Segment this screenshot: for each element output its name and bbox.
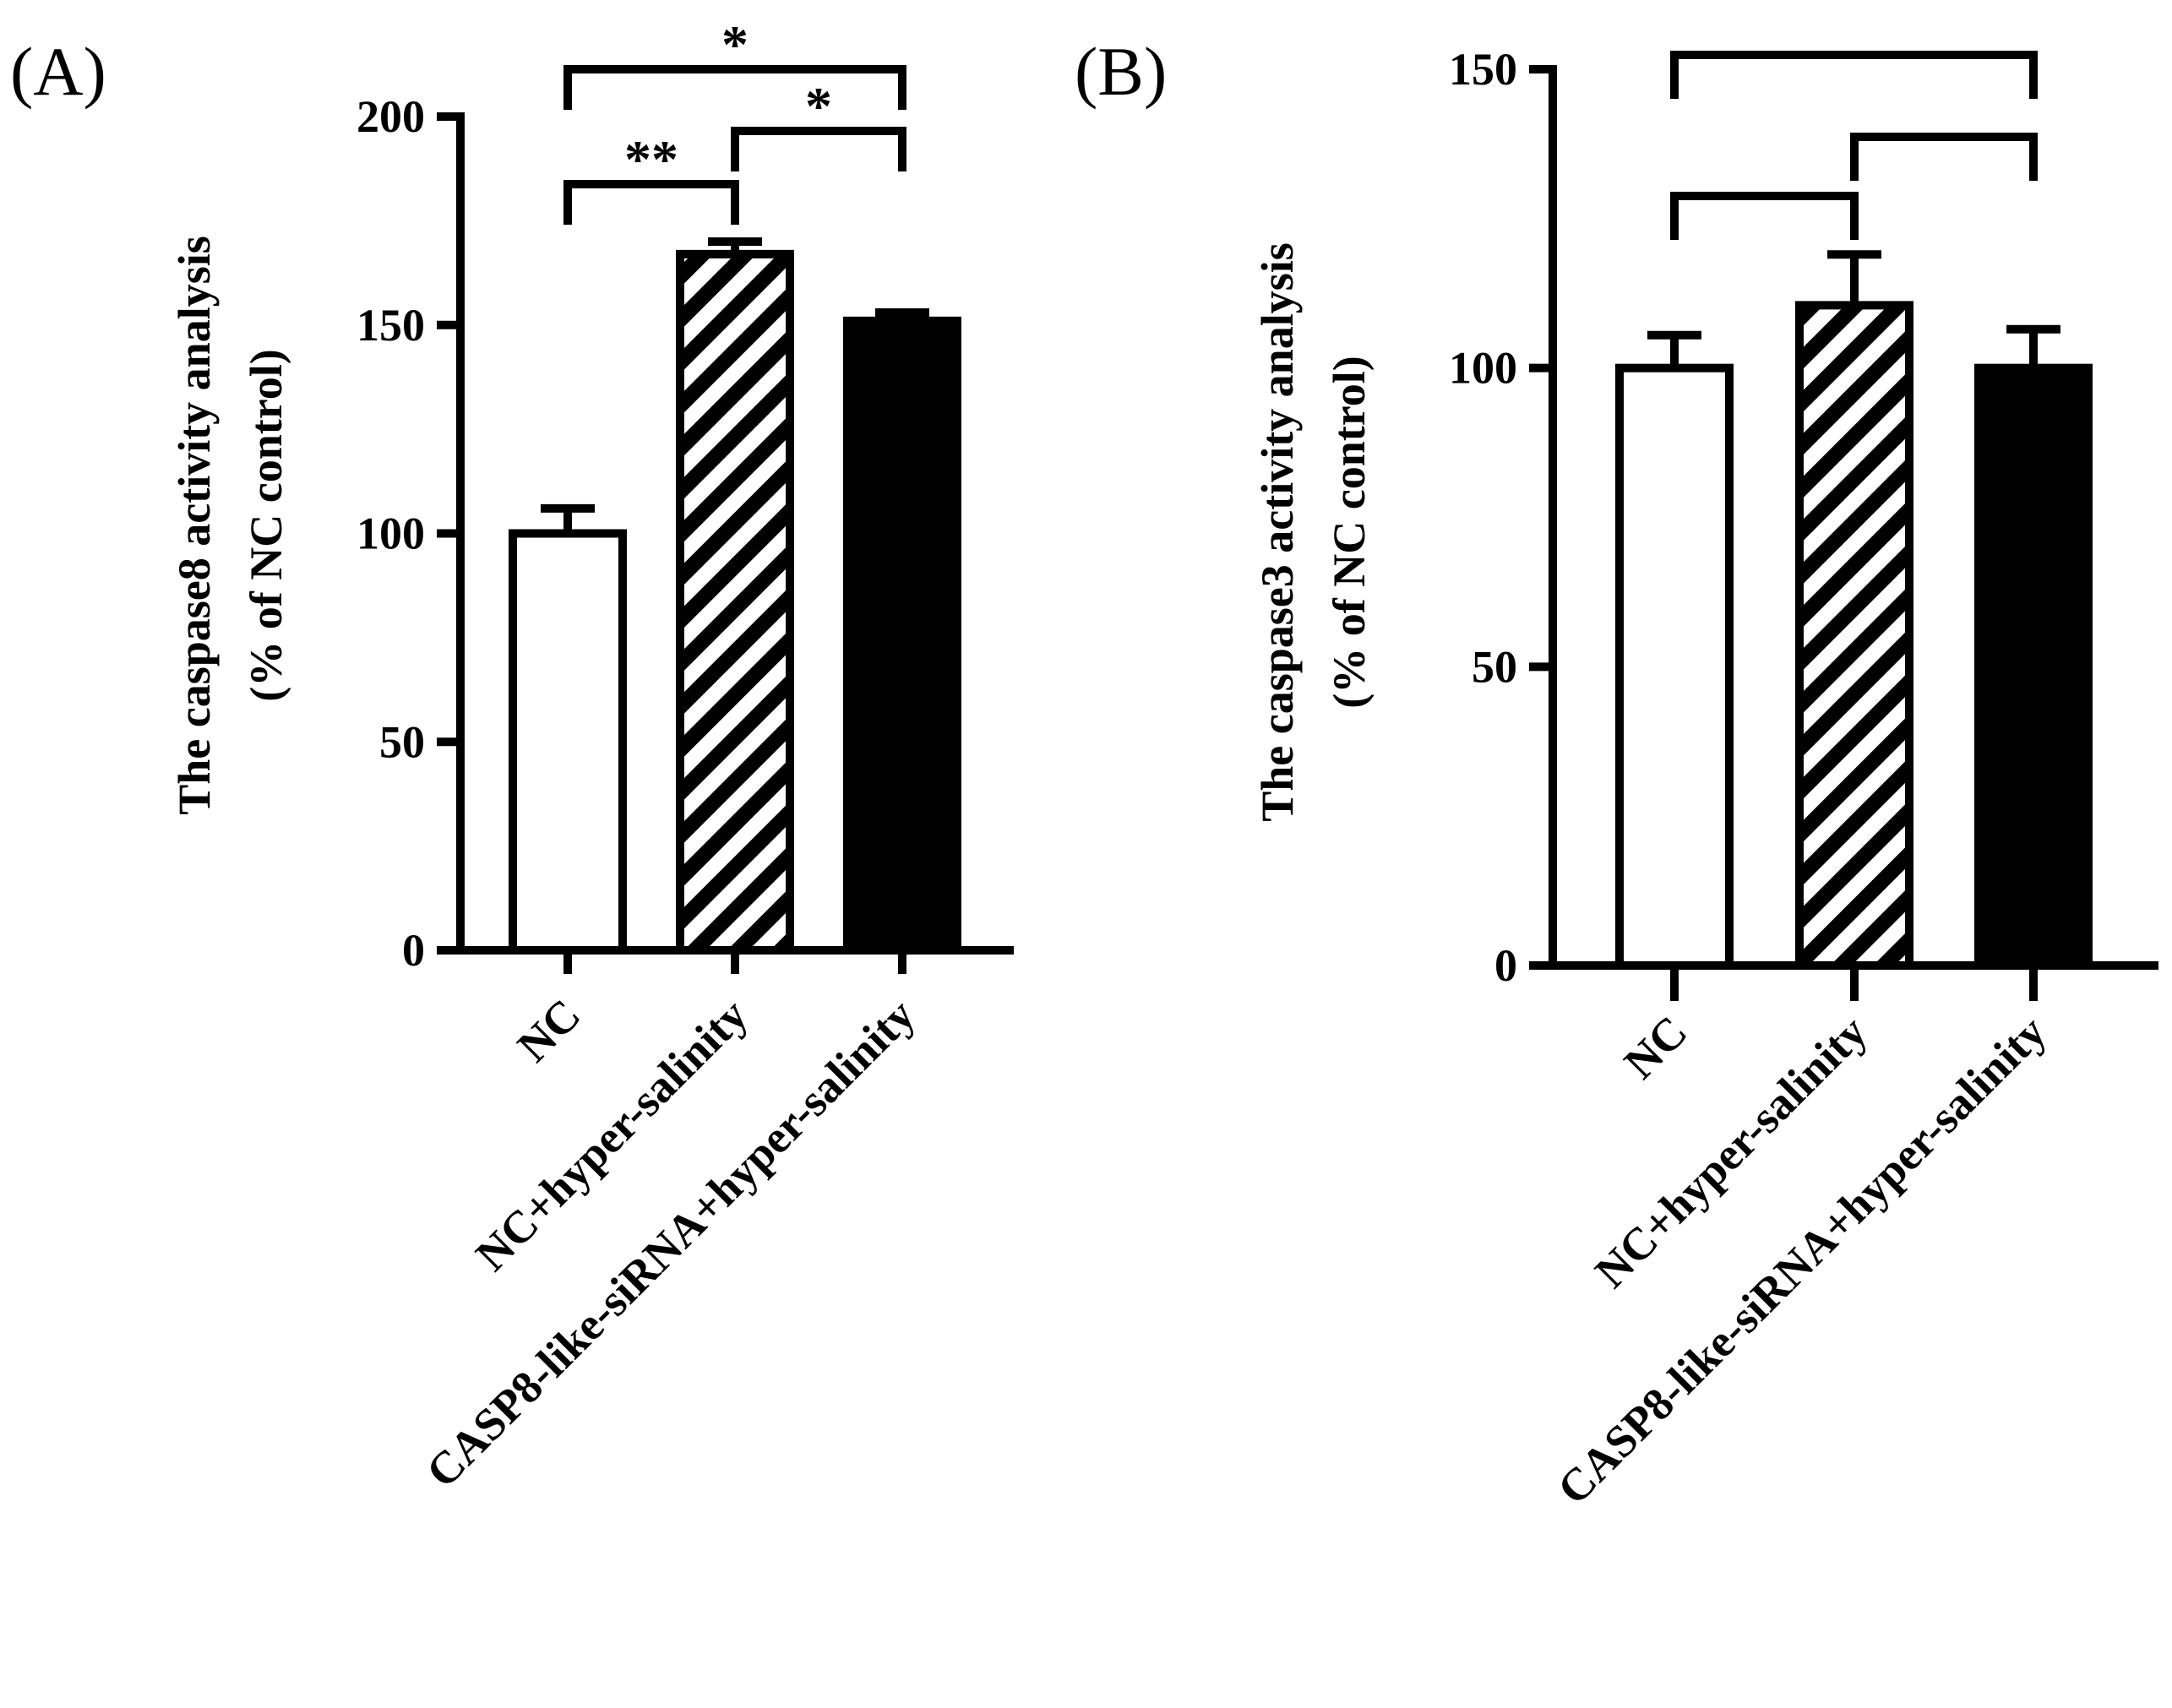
y-axis-title-line2: (% of NC control) xyxy=(241,349,291,701)
significance-bracket-1 xyxy=(563,180,739,225)
y-axis-title-line1: The caspase3 activity analysis xyxy=(1252,242,1303,822)
significance-bracket-3 xyxy=(1670,51,2038,99)
y-tick-label: 0 xyxy=(1494,940,1517,991)
y-tick-label: 150 xyxy=(1449,44,1517,95)
y-axis-title-line2: (% of NC control) xyxy=(1324,356,1375,708)
bar-1 xyxy=(1615,363,1734,970)
y-axis-title-line1: The caspase8 activity analysis xyxy=(169,236,220,815)
significance-bracket-3 xyxy=(563,65,906,110)
significance-bracket-1 xyxy=(1670,192,1859,240)
y-tick-label: 100 xyxy=(357,509,425,559)
bar-1 xyxy=(509,529,627,955)
y-tick-label: 50 xyxy=(1472,641,1517,692)
y-tick-label: 200 xyxy=(357,91,425,142)
chart-panel-a: (A) The caspase8 activity analysis (% of… xyxy=(10,14,1014,1498)
significance-bracket-2 xyxy=(731,127,906,171)
chart-panel-b: (B) The caspase3 activity analysis (% of… xyxy=(1075,33,2158,1515)
significance-label: * xyxy=(805,76,832,136)
x-category-label: NC xyxy=(508,989,591,1072)
y-tick-label: 150 xyxy=(357,300,425,351)
y-tick-label: 0 xyxy=(402,925,425,976)
y-tick-label: 50 xyxy=(379,716,425,767)
panel-label: (B) xyxy=(1075,33,1167,110)
significance-bracket-2 xyxy=(1850,133,2038,181)
bar-2 xyxy=(676,249,794,955)
x-category-label: NC xyxy=(1614,1006,1697,1089)
bar-3 xyxy=(1974,363,2093,970)
significance-label: * xyxy=(721,14,748,74)
bar-3 xyxy=(843,316,961,955)
y-tick-label: 100 xyxy=(1449,343,1517,394)
bar-2 xyxy=(1795,301,1913,970)
significance-label: ** xyxy=(624,129,678,189)
panel-label: (A) xyxy=(10,33,106,110)
